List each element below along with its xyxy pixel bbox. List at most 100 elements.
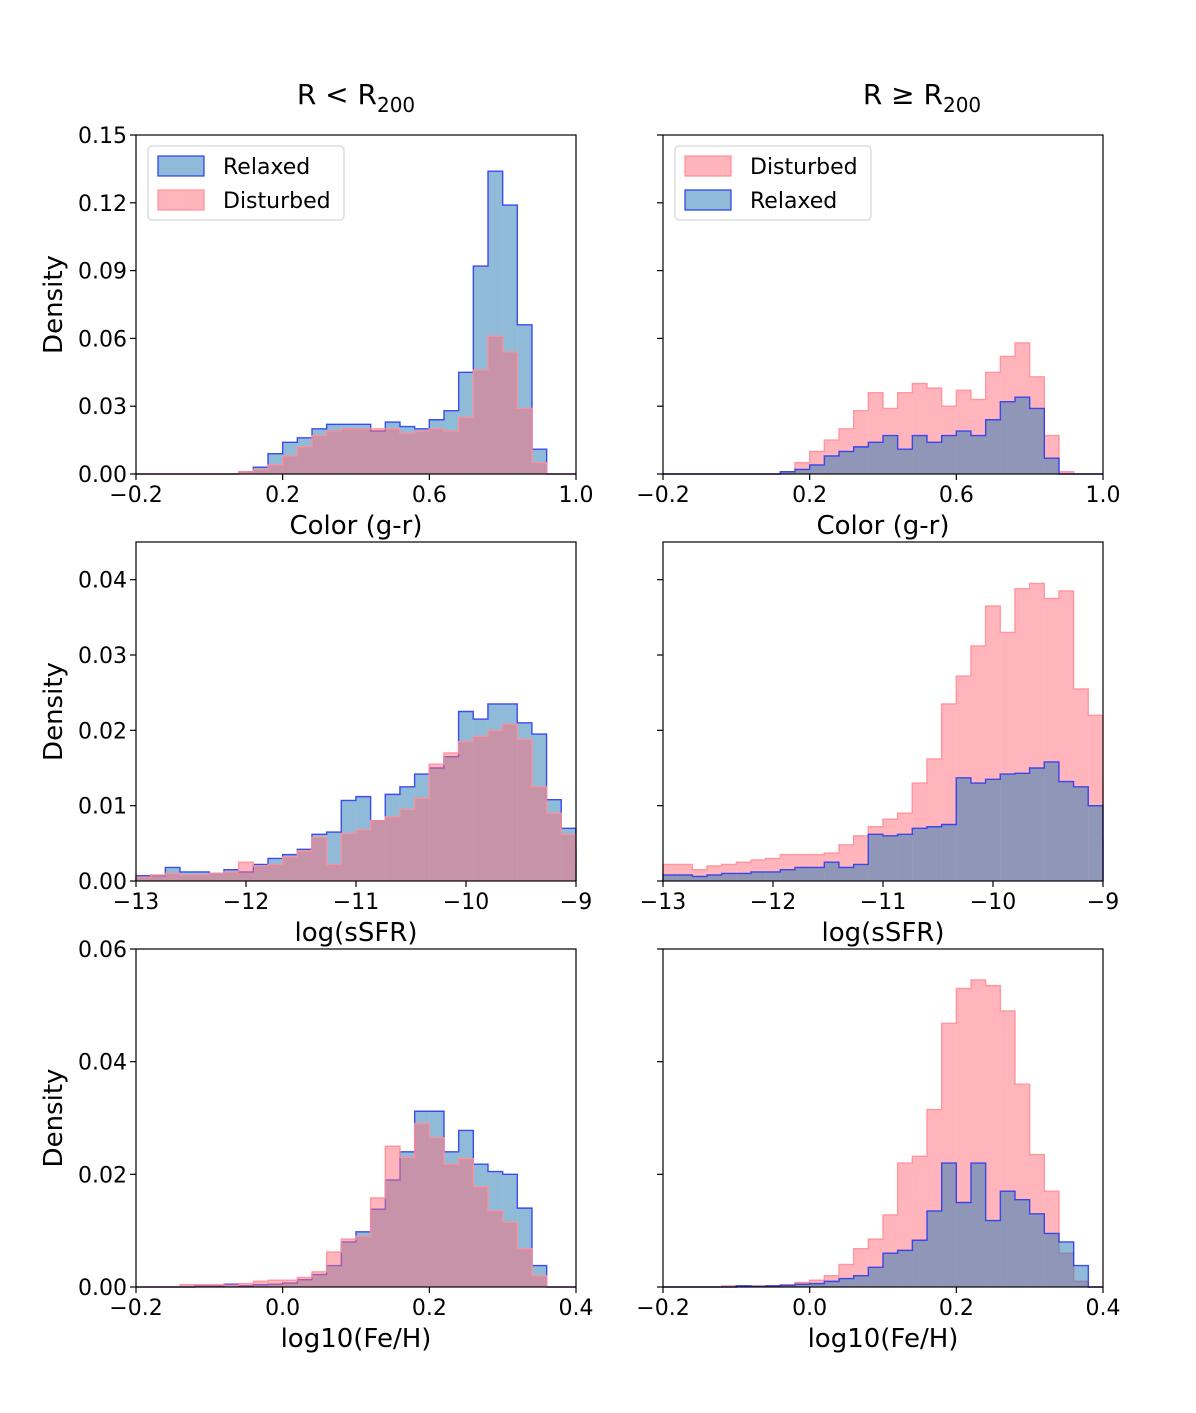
histogram-bar bbox=[971, 435, 986, 474]
x-tick-label: 0.4 bbox=[559, 1296, 594, 1321]
histogram-bar bbox=[795, 1284, 810, 1287]
y-tick-label: 0.04 bbox=[78, 1051, 127, 1076]
histogram-bar bbox=[941, 824, 957, 881]
histogram-bar bbox=[400, 433, 415, 474]
histogram-bar bbox=[868, 834, 883, 881]
histogram-bar bbox=[809, 867, 825, 881]
histogram-bar bbox=[429, 764, 444, 881]
histogram-bar bbox=[839, 1278, 854, 1287]
y-axis-label: Density bbox=[39, 662, 69, 761]
histogram-bar bbox=[179, 874, 195, 881]
histogram-bar bbox=[517, 1248, 532, 1287]
histogram-bar bbox=[341, 1239, 356, 1287]
histogram-bar bbox=[326, 431, 342, 474]
histogram-bar bbox=[971, 1163, 986, 1287]
x-tick-label: 0.6 bbox=[412, 483, 447, 508]
histogram-bar bbox=[824, 455, 839, 474]
histogram-outline bbox=[662, 582, 1104, 881]
x-tick-label: −10 bbox=[443, 890, 489, 915]
histogram-bar bbox=[532, 462, 547, 474]
histogram-bar bbox=[853, 864, 869, 881]
legend-label-relaxed: Relaxed bbox=[223, 155, 310, 180]
histogram-bar bbox=[224, 1285, 239, 1287]
histogram-bar bbox=[912, 435, 927, 474]
histogram-bar bbox=[926, 826, 942, 881]
histogram-bar bbox=[297, 1277, 312, 1287]
histogram-bar bbox=[546, 813, 562, 881]
histogram-bar bbox=[370, 1197, 386, 1287]
histogram-bar bbox=[326, 1252, 342, 1287]
histogram-bar bbox=[444, 1164, 459, 1287]
histogram-bar bbox=[238, 862, 254, 881]
series-relaxed bbox=[663, 1162, 1103, 1288]
y-tick-label: 0.03 bbox=[78, 395, 127, 420]
histogram-bar bbox=[1000, 1191, 1015, 1287]
histogram-bar bbox=[209, 1284, 224, 1287]
axes-frame bbox=[662, 948, 1104, 1288]
histogram-bar bbox=[853, 1275, 869, 1287]
axes-frame bbox=[662, 134, 1104, 475]
histogram-bar bbox=[180, 1284, 195, 1287]
histogram-bar bbox=[868, 442, 883, 474]
histogram-bar bbox=[487, 730, 503, 881]
x-tick-label: −12 bbox=[223, 890, 269, 915]
histogram-outline bbox=[663, 396, 1103, 475]
histogram-bar bbox=[370, 428, 386, 474]
x-tick-label: −13 bbox=[640, 890, 686, 915]
histogram-bar bbox=[897, 1250, 913, 1287]
histogram-bar bbox=[795, 469, 810, 474]
x-tick-label: 1.0 bbox=[1086, 483, 1121, 508]
histogram-bar bbox=[150, 874, 166, 881]
histogram-bar bbox=[985, 419, 1001, 474]
histogram-bar bbox=[1014, 773, 1030, 881]
histogram-bar bbox=[721, 873, 737, 881]
histogram-bar bbox=[502, 1222, 518, 1287]
histogram-bar bbox=[341, 833, 356, 881]
y-tick-label: 0.06 bbox=[78, 938, 127, 963]
y-tick-label: 0.01 bbox=[78, 795, 127, 820]
histogram-bar bbox=[238, 471, 254, 474]
y-tick-label: 0.03 bbox=[78, 644, 127, 669]
axes-frame bbox=[135, 948, 577, 1288]
x-tick-label: −0.2 bbox=[636, 483, 689, 508]
histogram-bar bbox=[1044, 761, 1059, 881]
y-tick-label: 0.00 bbox=[78, 463, 127, 488]
x-tick-label: −11 bbox=[333, 890, 379, 915]
histogram-bar bbox=[912, 828, 927, 881]
histogram-bar bbox=[736, 873, 751, 881]
histogram-outline bbox=[663, 1162, 1103, 1288]
histogram-bar bbox=[414, 798, 430, 881]
legend: Disturbed Relaxed bbox=[674, 145, 872, 221]
histogram-bar bbox=[970, 783, 986, 881]
y-axis-label: Density bbox=[39, 1069, 69, 1168]
panel-r2-c1: −0.2 0.0 0.2 0.4 log10(Fe/H) bbox=[636, 948, 1121, 1354]
x-tick-label: −0.2 bbox=[636, 1296, 689, 1321]
histogram-bar bbox=[429, 1137, 444, 1287]
histogram-bar bbox=[1088, 805, 1103, 881]
x-tick-label: 1.0 bbox=[559, 483, 594, 508]
histogram-bar bbox=[1000, 401, 1015, 474]
histogram-bar bbox=[473, 1186, 488, 1287]
histogram-bar bbox=[1059, 1241, 1074, 1287]
histogram-bar bbox=[429, 428, 444, 474]
histogram-outline bbox=[135, 723, 577, 881]
y-tick-label: 0.12 bbox=[78, 192, 127, 217]
histogram-bar bbox=[399, 809, 415, 881]
histogram-bar bbox=[956, 1202, 971, 1287]
histogram-bar bbox=[194, 1284, 210, 1287]
panel-r1-c1: −13 −12 −11 −10 −9 log(sSFR) bbox=[640, 541, 1119, 948]
histogram-bar bbox=[692, 869, 707, 881]
y-tick-label: 0.02 bbox=[78, 1163, 127, 1188]
series-disturbed bbox=[135, 723, 577, 881]
histogram-bar bbox=[297, 446, 312, 474]
x-tick-label: −12 bbox=[750, 890, 796, 915]
histogram-bar bbox=[502, 351, 518, 474]
histogram-bar bbox=[927, 442, 942, 474]
x-tick-label: 0.6 bbox=[939, 483, 974, 508]
x-tick-label: −10 bbox=[970, 890, 1016, 915]
histogram-bar bbox=[1029, 768, 1045, 881]
y-tick-label: 0.00 bbox=[78, 1276, 127, 1301]
histogram-bar bbox=[326, 864, 342, 881]
histogram-bar bbox=[385, 428, 400, 474]
histogram-bar bbox=[941, 1163, 957, 1287]
